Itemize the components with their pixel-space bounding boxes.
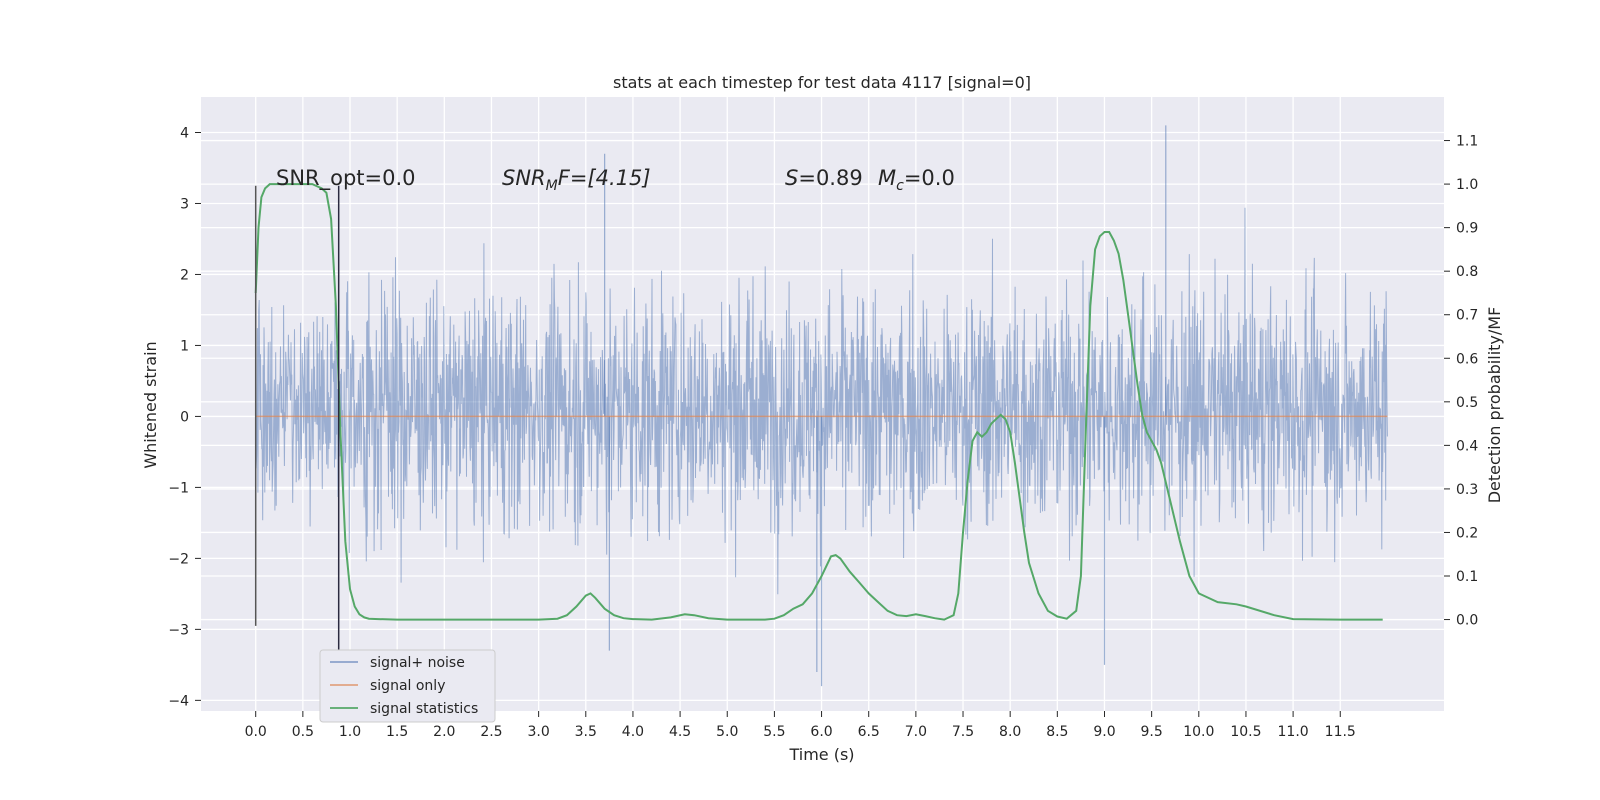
annotation-s-value: S=0.89	[785, 166, 863, 190]
x-tick-label: 1.0	[339, 724, 361, 740]
legend-label-signal-statistics: signal statistics	[370, 701, 478, 717]
x-tick-label: 9.0	[1093, 724, 1115, 740]
y-right-tick-label: 0.5	[1456, 395, 1478, 411]
x-tick-label: 0.5	[292, 724, 314, 740]
legend-box	[319, 649, 496, 723]
y-right-tick-label: 0.3	[1456, 482, 1478, 498]
x-tick-label: 10.0	[1183, 724, 1214, 740]
annotation-mc-value: Mc=0.0	[878, 166, 955, 194]
x-tick-label: 11.0	[1278, 724, 1309, 740]
vertical-lines	[254, 185, 340, 651]
x-tick-label: 2.0	[433, 724, 455, 740]
y-right-tick-label: 1.0	[1456, 177, 1478, 193]
x-tick-label: 5.5	[763, 724, 785, 740]
x-axis-label: Time (s)	[788, 745, 854, 764]
series-signal-statistics	[254, 183, 1383, 621]
legend-label-signal-only: signal only	[370, 678, 445, 694]
y-left-tick-label: 0	[180, 409, 189, 425]
y-left-tick-label: 2	[180, 267, 189, 283]
y-left-tick-label: −1	[168, 480, 189, 496]
x-tick-label: 4.0	[622, 724, 644, 740]
x-tick-label: 2.5	[480, 724, 502, 740]
y-right-tick-label: 0.0	[1456, 613, 1478, 629]
y-left-tick-labels: −4 −3 −2 −1 0 1 2 3 4	[168, 125, 201, 709]
x-tick-label: 1.5	[386, 724, 408, 740]
x-tick-label: 4.5	[669, 724, 691, 740]
x-tick-label: 9.5	[1141, 724, 1163, 740]
annotation-snr-opt: SNR_opt=0.0	[276, 166, 416, 191]
x-tick-label: 6.5	[858, 724, 880, 740]
y-left-tick-label: 1	[180, 338, 189, 354]
x-tick-label: 3.0	[527, 724, 549, 740]
legend: signal+ noise signal only signal statist…	[319, 649, 496, 723]
y-left-tick-label: −4	[168, 693, 189, 709]
y-right-tick-label: 0.4	[1456, 438, 1478, 454]
grid	[201, 97, 1444, 711]
x-tick-label: 3.5	[575, 724, 597, 740]
y-right-axis-label: Detection probability/MF	[1485, 307, 1504, 504]
y-left-tick-label: −2	[168, 551, 189, 567]
chart-title: stats at each timestep for test data 411…	[613, 73, 1031, 92]
x-tick-label: 8.5	[1046, 724, 1068, 740]
y-right-tick-label: 0.8	[1456, 264, 1478, 280]
x-tick-label: 8.0	[999, 724, 1021, 740]
y-right-tick-label: 0.1	[1456, 569, 1478, 585]
y-right-tick-label: 0.6	[1456, 351, 1478, 367]
x-tick-label: 5.0	[716, 724, 738, 740]
x-tick-label: 0.0	[245, 724, 267, 740]
y-right-tick-label: 0.9	[1456, 221, 1478, 237]
y-left-tick-label: 4	[180, 125, 189, 141]
legend-label-signal-noise: signal+ noise	[370, 655, 465, 671]
y-right-tick-label: 0.7	[1456, 308, 1478, 324]
y-left-axis-label: Whitened strain	[141, 341, 160, 468]
x-tick-label: 11.5	[1325, 724, 1356, 740]
x-tick-labels: 0.0 0.5 1.0 1.5 2.0 2.5 3.0 3.5 4.0 4.5 5.0 5.5 6.0 6…	[245, 711, 1356, 740]
y-right-tick-label: 0.2	[1456, 525, 1478, 541]
x-tick-label: 7.0	[905, 724, 927, 740]
x-tick-label: 7.5	[952, 724, 974, 740]
annotation-snr-mf: SNRMF=[4.15]	[502, 166, 651, 194]
y-left-tick-label: −3	[168, 622, 189, 638]
x-tick-label: 6.0	[810, 724, 832, 740]
series-signal-noise	[255, 207, 1388, 595]
signal-noise-series	[255, 125, 1388, 687]
y-right-tick-label: 1.1	[1456, 134, 1478, 150]
x-tick-label: 10.5	[1230, 724, 1261, 740]
y-left-tick-label: 3	[180, 196, 189, 212]
y-right-tick-labels: 0.0 0.1 0.2 0.3 0.4 0.5 0.6 0.7 0.8 0.9 1.0 1.1	[1444, 134, 1478, 629]
line-series-layer	[254, 183, 1388, 621]
